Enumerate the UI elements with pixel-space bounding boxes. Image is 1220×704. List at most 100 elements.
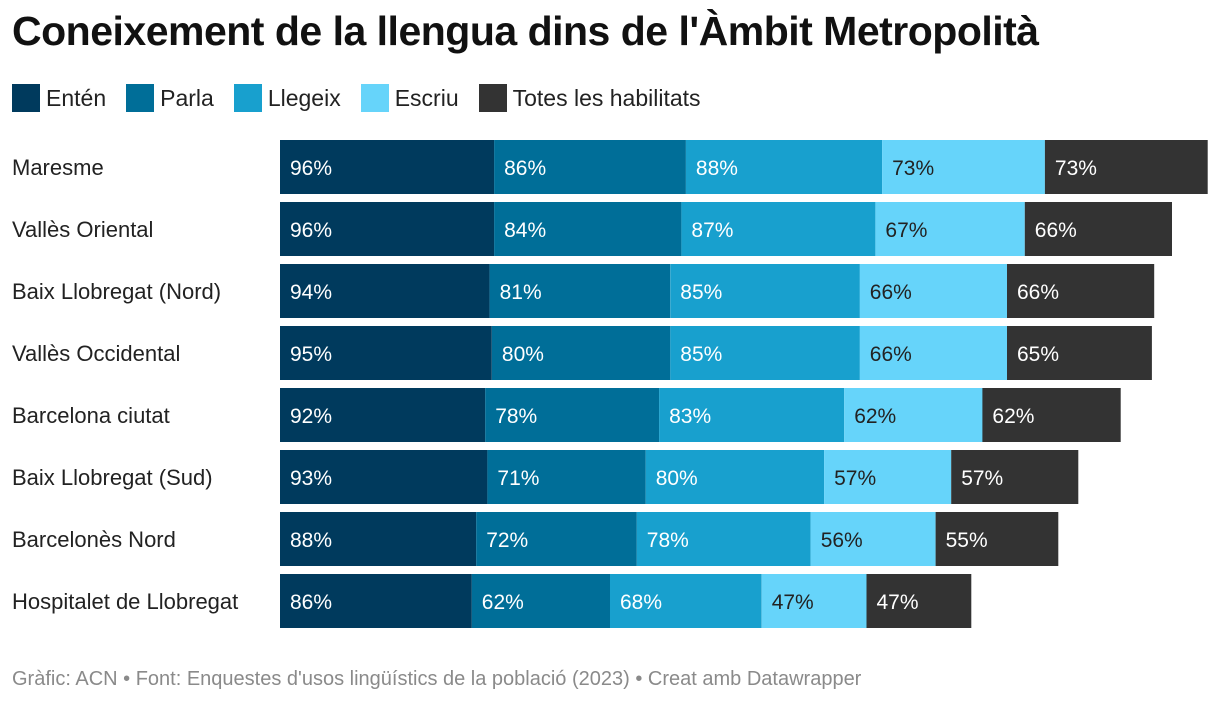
data-label: 86% <box>504 157 546 180</box>
data-label: 81% <box>500 281 542 304</box>
bar-segment <box>280 264 490 318</box>
bar-segment <box>280 512 477 566</box>
category-label: Baix Llobregat (Nord) <box>12 279 221 304</box>
legend-label-parla: Parla <box>160 84 214 111</box>
bar-segment <box>982 388 1121 442</box>
data-label: 92% <box>290 405 332 428</box>
bar-segment <box>844 388 983 442</box>
legend-label-totes: Totes les habilitats <box>512 84 701 111</box>
data-label: 87% <box>691 219 733 242</box>
category-label: Barcelona ciutat <box>12 403 170 428</box>
data-label: 96% <box>290 219 332 242</box>
bar-segment <box>280 326 492 380</box>
legend-item-totes: Totes les habilitats <box>478 84 701 112</box>
data-label: 86% <box>290 591 332 614</box>
bar-segment <box>761 574 867 628</box>
bar-segment <box>476 512 637 566</box>
legend-item-escriu: Escriu <box>360 84 459 112</box>
bar-segment <box>951 450 1079 504</box>
bar-segment <box>636 512 811 566</box>
data-label: 47% <box>772 591 814 614</box>
bar-segment <box>491 326 671 380</box>
bar-segment <box>280 574 472 628</box>
bar-segment <box>280 202 495 256</box>
data-label: 85% <box>680 343 722 366</box>
bar-segment <box>670 326 860 380</box>
category-label: Maresme <box>12 155 104 180</box>
bar-segment <box>471 574 611 628</box>
data-label: 62% <box>854 405 896 428</box>
legend-item-parla: Parla <box>126 84 214 112</box>
bar-segment <box>875 202 1025 256</box>
bar-segment <box>485 388 660 442</box>
data-label: 85% <box>680 281 722 304</box>
data-label: 72% <box>486 529 528 552</box>
legend-label-enten: Entén <box>46 84 107 111</box>
bar-segment <box>824 450 952 504</box>
bar-segment <box>1044 140 1208 194</box>
data-label: 83% <box>669 405 711 428</box>
data-label: 71% <box>497 467 539 490</box>
bar-segment <box>859 326 1007 380</box>
data-label: 56% <box>821 529 863 552</box>
category-label: Barcelonès Nord <box>12 527 176 552</box>
bar-segment <box>1024 202 1172 256</box>
chart-legend: Entén Parla Llegeix Escriu Totes les hab… <box>12 84 721 112</box>
bar-segment <box>685 140 883 194</box>
data-label: 66% <box>870 281 912 304</box>
data-label: 96% <box>290 157 332 180</box>
data-label: 66% <box>1017 281 1059 304</box>
legend-item-enten: Entén <box>12 84 106 112</box>
data-label: 73% <box>892 157 934 180</box>
legend-label-llegeix: Llegeix <box>267 84 341 111</box>
data-label: 47% <box>877 591 919 614</box>
legend-label-escriu: Escriu <box>394 84 459 111</box>
data-label: 66% <box>870 343 912 366</box>
data-label: 55% <box>946 529 988 552</box>
data-label: 62% <box>482 591 524 614</box>
legend-item-llegeix: Llegeix <box>233 84 341 112</box>
data-label: 80% <box>502 343 544 366</box>
legend-swatch-escriu <box>360 84 389 112</box>
data-label: 94% <box>290 281 332 304</box>
data-label: 68% <box>620 591 662 614</box>
data-label: 67% <box>885 219 927 242</box>
category-label: Baix Llobregat (Sud) <box>12 465 213 490</box>
chart-footer: Gràfic: ACN • Font: Enquestes d'usos lin… <box>12 668 862 690</box>
legend-swatch-enten <box>12 84 40 112</box>
bar-segment <box>610 574 762 628</box>
data-label: 84% <box>504 219 546 242</box>
bar-segment <box>681 202 876 256</box>
data-label: 78% <box>495 405 537 428</box>
data-label: 78% <box>647 529 689 552</box>
data-label: 66% <box>1035 219 1077 242</box>
bar-segment <box>280 140 495 194</box>
data-label: 57% <box>834 467 876 490</box>
bar-segment <box>859 264 1007 318</box>
bar-segment <box>882 140 1045 194</box>
category-label: Hospitalet de Llobregat <box>12 589 238 614</box>
bar-segment <box>489 264 671 318</box>
bar-segment <box>866 574 972 628</box>
bar-segment <box>1007 264 1155 318</box>
legend-swatch-llegeix <box>233 84 262 112</box>
bar-segment <box>494 140 686 194</box>
category-label: Vallès Occidental <box>12 341 180 366</box>
data-label: 73% <box>1055 157 1097 180</box>
data-label: 57% <box>961 467 1003 490</box>
data-label: 95% <box>290 343 332 366</box>
bar-segment <box>280 450 488 504</box>
legend-swatch-totes <box>478 84 507 112</box>
chart-title: Coneixement de la llengua dins de l'Àmbi… <box>12 8 1039 54</box>
bar-segment <box>494 202 682 256</box>
category-label: Vallès Oriental <box>12 217 153 242</box>
data-label: 80% <box>656 467 698 490</box>
bar-segment <box>645 450 825 504</box>
bar-segment <box>659 388 845 442</box>
data-label: 62% <box>992 405 1034 428</box>
bar-segment <box>280 388 486 442</box>
bar-segment <box>1007 326 1152 380</box>
bar-segment <box>487 450 646 504</box>
bar-segment <box>935 512 1059 566</box>
